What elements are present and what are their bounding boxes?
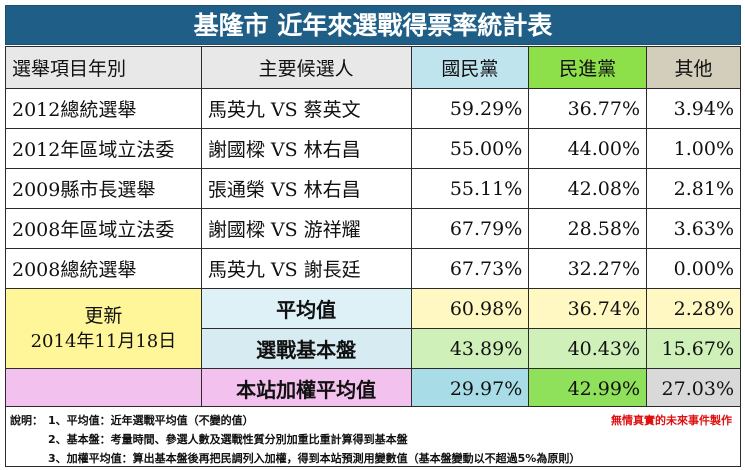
summary-row-base: 選戰基本盤 43.89% 40.43% 15.67% bbox=[6, 328, 741, 369]
header-item: 選舉項目年別 bbox=[5, 46, 202, 89]
header-other: 其他 bbox=[646, 46, 741, 89]
cell-kmt: 67.73% bbox=[410, 248, 530, 289]
cell-kmt: 59.29% bbox=[410, 88, 530, 129]
cell-kmt: 67.79% bbox=[410, 208, 530, 249]
summary-other: 2.28% bbox=[646, 288, 741, 329]
credit-text: 無情真實的未來事件製作 bbox=[611, 414, 732, 427]
table-row: 2008總統選舉 馬英九 VS 謝長廷 67.73% 32.27% 0.00% bbox=[5, 248, 741, 289]
cell-item: 2009縣市長選舉 bbox=[5, 168, 202, 209]
summary-kmt: 60.98% bbox=[410, 288, 530, 329]
election-table: 選舉項目年別 主要候選人 國民黨 民進黨 其他 2012總統選舉 馬英九 VS … bbox=[5, 46, 741, 409]
summary-label: 選戰基本盤 bbox=[200, 328, 412, 369]
cell-candidates: 謝國樑 VS 游祥耀 bbox=[200, 208, 412, 249]
cell-dpp: 42.08% bbox=[528, 168, 648, 209]
cell-kmt: 55.11% bbox=[410, 168, 530, 209]
update-cell: 更新 2014年11月18日 bbox=[5, 288, 202, 369]
summary-dpp: 36.74% bbox=[528, 288, 648, 329]
cell-other: 2.81% bbox=[646, 168, 741, 209]
summary-row-average: 更新 2014年11月18日 平均值 60.98% 36.74% 2.28% bbox=[5, 288, 741, 369]
cell-candidates: 馬英九 VS 謝長廷 bbox=[200, 248, 412, 289]
cell-dpp: 28.58% bbox=[528, 208, 648, 249]
note-line-3: 3、加權平均值：算出基本盤後再把民調列入加權，得到本站預測用變數值（基本盤變動以… bbox=[48, 452, 581, 465]
update-label: 更新 bbox=[84, 304, 123, 327]
summary-other: 15.67% bbox=[646, 328, 741, 369]
table-row: 2008年區域立法委 謝國樑 VS 游祥耀 67.79% 28.58% 3.63… bbox=[5, 208, 741, 249]
summary-dpp: 42.99% bbox=[528, 368, 648, 409]
summary-other: 27.03% bbox=[646, 368, 741, 409]
summary-blank-cell bbox=[5, 368, 202, 409]
header-dpp: 民進黨 bbox=[528, 46, 648, 89]
notes-box: 說明： 1、平均值：近年選戰平均值（不變的值） 無情真實的未來事件製作 2、基本… bbox=[5, 406, 741, 467]
cell-candidates: 張通榮 VS 林右昌 bbox=[200, 168, 412, 209]
cell-item: 2008年區域立法委 bbox=[5, 208, 202, 249]
update-date: 2014年11月18日 bbox=[30, 330, 177, 352]
table-title: 基隆市 近年來選戰得票率統計表 bbox=[5, 5, 741, 45]
cell-dpp: 44.00% bbox=[528, 128, 648, 169]
summary-label: 本站加權平均值 bbox=[200, 368, 412, 409]
note-line-1: 1、平均值：近年選戰平均值（不變的值） bbox=[48, 414, 254, 427]
cell-dpp: 32.27% bbox=[528, 248, 648, 289]
cell-dpp: 36.77% bbox=[528, 88, 648, 129]
cell-kmt: 55.00% bbox=[410, 128, 530, 169]
cell-other: 0.00% bbox=[646, 248, 741, 289]
table-row: 2012年區域立法委 謝國樑 VS 林右昌 55.00% 44.00% 1.00… bbox=[5, 128, 741, 169]
cell-item: 2012年區域立法委 bbox=[5, 128, 202, 169]
cell-other: 3.63% bbox=[646, 208, 741, 249]
notes-prefix: 說明： bbox=[10, 414, 43, 427]
header-kmt: 國民黨 bbox=[410, 46, 530, 89]
cell-candidates: 謝國樑 VS 林右昌 bbox=[200, 128, 412, 169]
spreadsheet: 基隆市 近年來選戰得票率統計表 選舉項目年別 主要候選人 國民黨 民進黨 其他 … bbox=[5, 5, 741, 467]
summary-kmt: 43.89% bbox=[410, 328, 530, 369]
summary-dpp: 40.43% bbox=[528, 328, 648, 369]
header-row: 選舉項目年別 主要候選人 國民黨 民進黨 其他 bbox=[5, 46, 741, 89]
note-line-2: 2、基本盤：考量時間、參選人數及選戰性質分別加重比重計算得到基本盤 bbox=[48, 433, 408, 446]
cell-item: 2012總統選舉 bbox=[5, 88, 202, 129]
table-row: 2009縣市長選舉 張通榮 VS 林右昌 55.11% 42.08% 2.81% bbox=[5, 168, 741, 209]
header-candidates: 主要候選人 bbox=[200, 46, 412, 89]
cell-candidates: 馬英九 VS 蔡英文 bbox=[200, 88, 412, 129]
summary-label: 平均值 bbox=[200, 288, 412, 329]
cell-other: 1.00% bbox=[646, 128, 741, 169]
cell-other: 3.94% bbox=[646, 88, 741, 129]
summary-row-weighted: 本站加權平均值 29.97% 42.99% 27.03% bbox=[5, 368, 741, 409]
summary-kmt: 29.97% bbox=[410, 368, 530, 409]
cell-item: 2008總統選舉 bbox=[5, 248, 202, 289]
table-row: 2012總統選舉 馬英九 VS 蔡英文 59.29% 36.77% 3.94% bbox=[5, 88, 741, 129]
